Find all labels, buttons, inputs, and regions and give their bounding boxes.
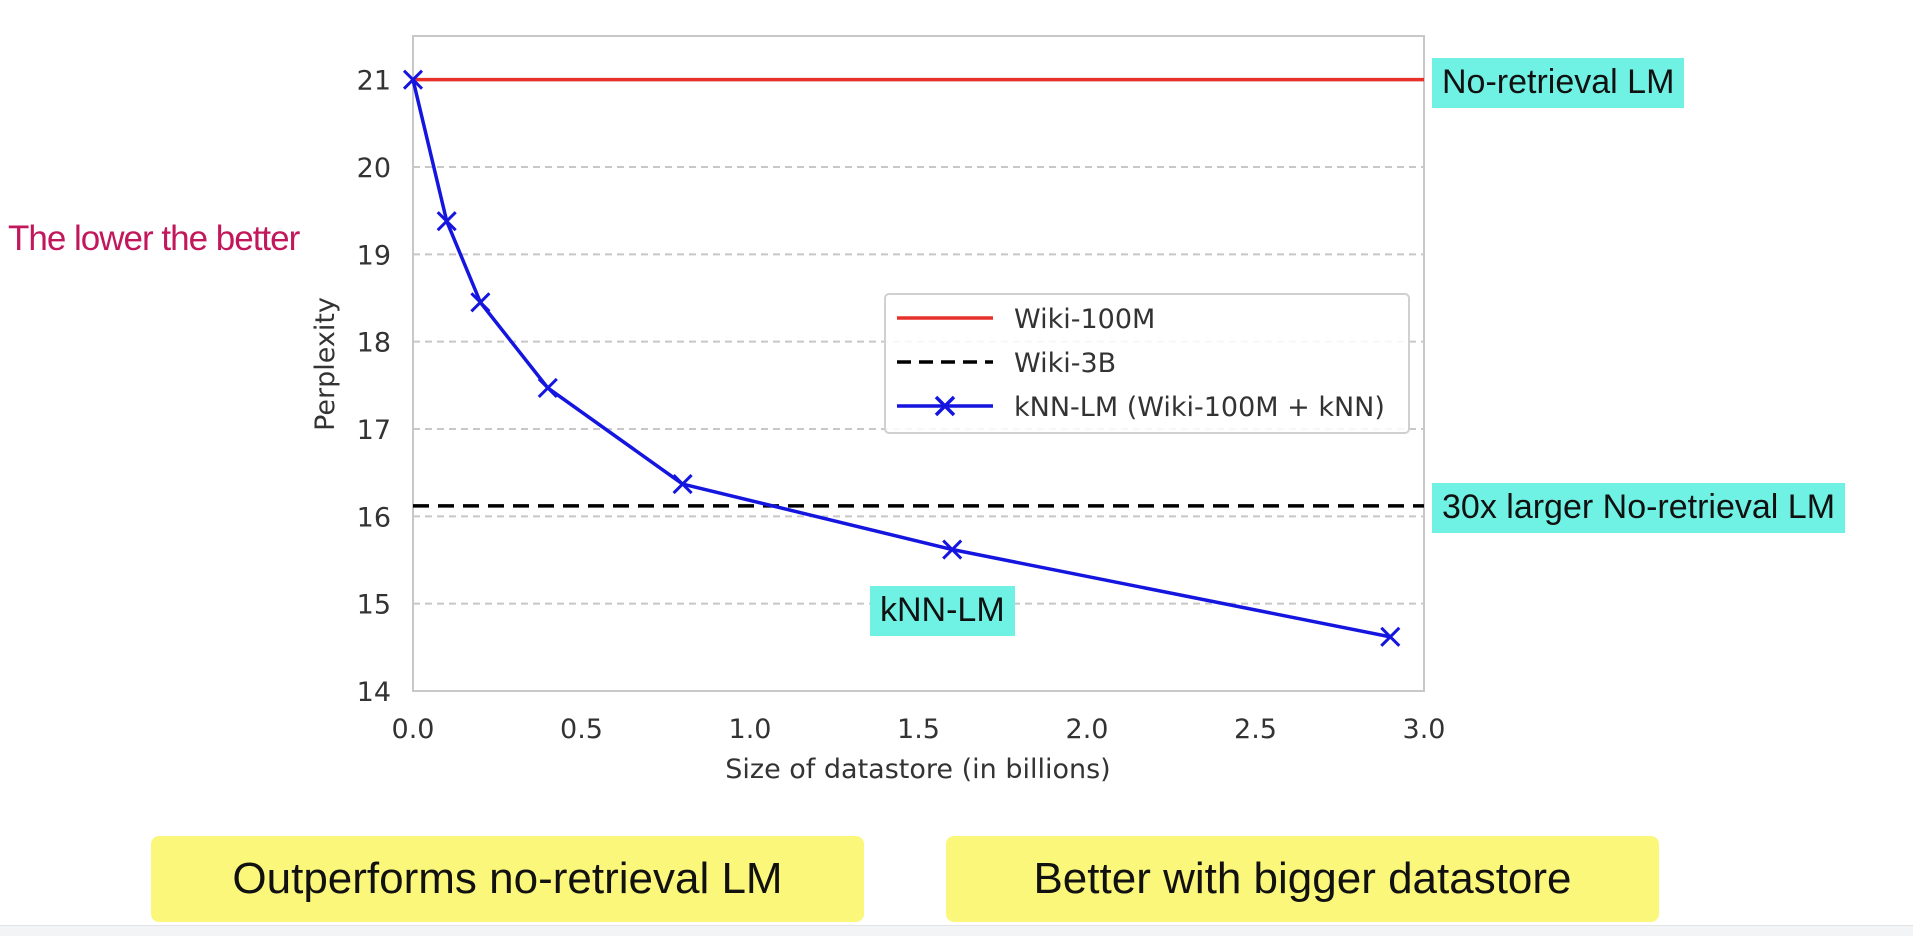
- data-point-knn-lm-wiki-100m-knn-4: [672, 473, 693, 495]
- y-tick-label-21: 21: [357, 66, 391, 97]
- callout-outperforms: Outperforms no-retrieval LM: [151, 836, 864, 922]
- data-point-knn-lm-wiki-100m-knn-1: [436, 211, 457, 232]
- legend-label-wiki-100m: Wiki-100M: [1014, 304, 1155, 335]
- y-axis-label: Perplexity: [310, 297, 341, 431]
- x-tick-label-2.0: 2.0: [1066, 714, 1109, 745]
- bottom-toolbar-strip: [0, 925, 1913, 936]
- annotation-knn-lm: kNN-LM: [870, 586, 1015, 636]
- x-tick-label-0.0: 0.0: [392, 714, 435, 745]
- y-tick-label-18: 18: [357, 328, 391, 359]
- legend-label-knn-lm: kNN-LM (Wiki-100M + kNN): [1014, 392, 1385, 423]
- y-tick-label-17: 17: [357, 415, 391, 446]
- x-tick-label-0.5: 0.5: [560, 714, 603, 745]
- legend-label-wiki-3b: Wiki-3B: [1014, 348, 1116, 379]
- y-tick-label-16: 16: [357, 502, 391, 533]
- axis-ticks: 14 15 16 17 18 19 20 21 0.0 0.5 1.0 1.5 2.0 2.5 3.0: [357, 66, 1446, 745]
- y-tick-label-15: 15: [357, 590, 391, 621]
- x-tick-label-1.0: 1.0: [729, 714, 772, 745]
- y-tick-label-20: 20: [357, 153, 391, 184]
- plot-frame: [412, 35, 1425, 692]
- legend-marker-knn-lm: [934, 395, 956, 417]
- data-point-knn-lm-wiki-100m-knn-3: [537, 377, 558, 399]
- data-point-knn-lm-wiki-100m-knn-5: [942, 539, 963, 560]
- annotation-no-retrieval-lm: No-retrieval LM: [1432, 58, 1685, 108]
- x-axis-label: Size of datastore (in billions): [725, 754, 1110, 785]
- x-tick-label-1.5: 1.5: [897, 714, 940, 745]
- callout-bigger-datastore: Better with bigger datastore: [946, 836, 1659, 922]
- y-tick-label-14: 14: [357, 677, 391, 708]
- x-tick-label-2.5: 2.5: [1234, 714, 1277, 745]
- y-tick-label-19: 19: [357, 240, 391, 271]
- series-lines: [402, 69, 1424, 647]
- x-tick-label-3.0: 3.0: [1403, 714, 1446, 745]
- data-point-knn-lm-wiki-100m-knn-2: [470, 292, 491, 313]
- legend-box: [884, 293, 1410, 434]
- annotation-lower-the-better: The lower the better: [8, 219, 300, 258]
- data-point-knn-lm-wiki-100m-knn-6: [1380, 626, 1401, 647]
- chart-legend: Wiki-100M Wiki-3B kNN-LM (Wiki-100M + kN…: [884, 293, 1410, 434]
- annotation-30x-larger-no-retrieval-lm: 30x larger No-retrieval LM: [1432, 483, 1846, 533]
- data-point-knn-lm-wiki-100m-knn-0: [402, 69, 424, 90]
